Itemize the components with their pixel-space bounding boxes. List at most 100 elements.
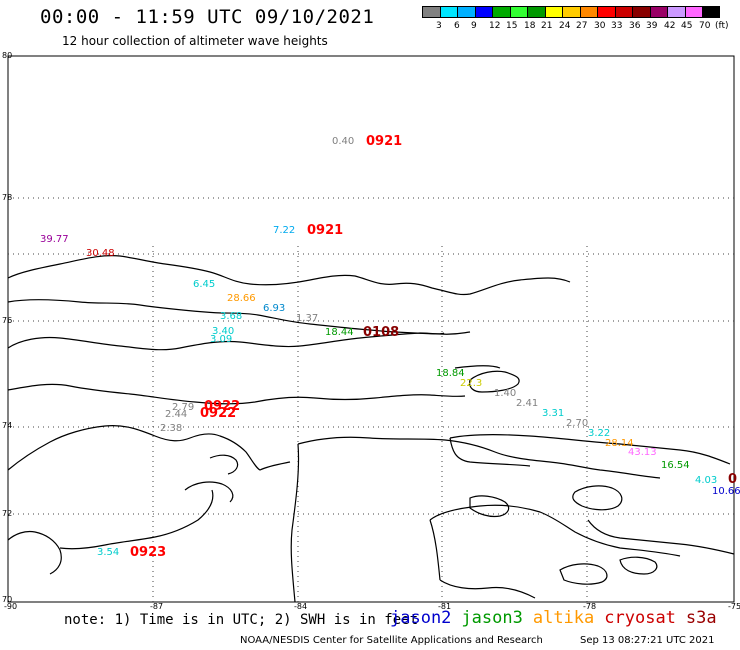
swh-observation: 7.22: [273, 225, 295, 236]
longitude-label: -81: [438, 602, 451, 610]
map-title: 00:00 - 11:59 UTC 09/10/2021: [40, 6, 375, 28]
latitude-labels: 80 78 76 74 72 70: [2, 51, 12, 604]
swh-observation: 16.54: [661, 460, 690, 471]
latitude-label: 72: [2, 509, 12, 518]
legend-swatch: [667, 6, 685, 18]
swh-observation: 3.68: [220, 311, 242, 322]
pass-time-label: 0: [728, 472, 737, 487]
swh-observation: 2.79: [172, 402, 194, 413]
footer-note: note: 1) Time is in UTC; 2) SWH is in fe…: [64, 612, 419, 628]
satellite-legend: jason2 jason3 altika cryosat s3a: [390, 608, 727, 628]
swh-observation: 43.13: [628, 447, 657, 458]
legend-swatch: [562, 6, 580, 18]
legend-swatch: [649, 6, 667, 18]
swh-observation: 0.40: [332, 136, 354, 147]
latitude-label: 78: [2, 193, 12, 202]
swh-observation: 18.84: [436, 368, 465, 379]
swh-observation: 30.48: [86, 248, 115, 259]
legend-swatch: [492, 6, 510, 18]
legend-swatch: [614, 6, 632, 18]
map-frame: [7, 55, 735, 603]
legend-swatch: [457, 6, 475, 18]
legend-tick-label: 6: [454, 21, 460, 31]
generation-timestamp: Sep 13 08:27:21 UTC 2021: [580, 635, 715, 646]
swh-observation: 3.54: [97, 547, 119, 558]
latitude-label: 74: [2, 421, 12, 430]
legend-tick-label: 33: [611, 21, 623, 31]
swh-observation: 2.44: [165, 409, 187, 420]
swh-observation: 6.93: [263, 303, 285, 314]
latitude-label: 76: [2, 316, 12, 325]
swh-observation: 28.14: [605, 438, 634, 449]
swh-observation: 2.38: [160, 423, 182, 434]
longitude-label: -84: [294, 602, 307, 610]
legend-swatch: [632, 6, 650, 18]
latitude-label: 70: [2, 595, 12, 604]
longitude-labels: -90 -87 -84 -81 -78 -75: [4, 602, 740, 610]
legend-tick-label: 36: [629, 21, 641, 31]
latitude-label: 80: [2, 51, 12, 60]
legend-swatch: [702, 6, 720, 18]
swh-observation: 39.77: [40, 234, 69, 245]
legend-tick-label: 30: [594, 21, 606, 31]
satellite-name: jason2: [390, 608, 452, 628]
color-scale-labels: 3 6 9 12 15 18 21 24 27 30 33 36 39 42 45 70 (ft): [422, 21, 740, 33]
pass-time-label: 0921: [307, 223, 343, 238]
legend-tick-label: 24: [559, 21, 571, 31]
satellite-name: altika: [532, 608, 595, 628]
swh-observation: 28.66: [227, 293, 256, 304]
swh-observation: 3.40: [212, 326, 234, 337]
credit-line: NOAA/NESDIS Center for Satellite Applica…: [240, 635, 543, 646]
observation-labels: 0.40 7.22 39.77 30.48 6.45 28.66 6.93 3.68 1.37 3…: [40, 136, 740, 558]
longitude-label: -78: [583, 602, 596, 610]
legend-tick-label: 15: [506, 21, 518, 31]
legend-tick-label: 39: [646, 21, 658, 31]
color-scale-legend: [422, 6, 720, 18]
legend-tick-label: 18: [524, 21, 536, 31]
swh-observation: 2.70: [566, 418, 588, 429]
swh-observation: 3.09: [210, 334, 232, 345]
swh-observation: 18.44: [325, 327, 354, 338]
longitude-label: -75: [728, 602, 740, 610]
legend-swatch: [527, 6, 545, 18]
pass-time-label: 0922: [200, 406, 236, 421]
legend-unit: (ft): [715, 21, 729, 31]
map-subtitle: 12 hour collection of altimeter wave hei…: [62, 34, 328, 48]
legend-swatch: [597, 6, 615, 18]
longitude-label: -87: [150, 602, 163, 610]
legend-swatch: [422, 6, 440, 18]
satellite-name: jason3: [461, 608, 523, 628]
legend-tick-label: 42: [664, 21, 676, 31]
longitude-label: -90: [4, 602, 17, 610]
legend-swatch: [579, 6, 597, 18]
legend-tick-label: 12: [489, 21, 501, 31]
swh-observation: 3.22: [588, 428, 610, 439]
legend-tick-label: 21: [541, 21, 553, 31]
graticule: [8, 197, 734, 602]
legend-swatch: [684, 6, 702, 18]
legend-swatch: [544, 6, 562, 18]
satellite-name: cryosat: [604, 608, 676, 628]
pass-time-label: 0922: [204, 399, 240, 414]
legend-swatch: [509, 6, 527, 18]
swh-observation: 3.31: [542, 408, 564, 419]
altimeter-map: 80 78 76 74 72 70 -90 -87 -84 -81 -78 -75 0.40 7.22…: [2, 51, 740, 610]
legend-tick-label: 27: [576, 21, 588, 31]
swh-observation: 6.45: [193, 279, 215, 290]
swh-observation: 2.41: [516, 398, 538, 409]
swh-observation: 1.37: [296, 313, 318, 324]
swh-observation: 22.3: [460, 378, 482, 389]
swh-observation: 10.66: [712, 486, 740, 497]
satellite-name: s3a: [685, 608, 717, 628]
pass-time-label: 0921: [366, 134, 402, 149]
swh-observation: 1.40: [494, 388, 516, 399]
legend-tick-label: 45: [681, 21, 693, 31]
legend-swatch: [474, 6, 492, 18]
legend-tick-label: 9: [471, 21, 477, 31]
legend-tick-label: 70: [699, 21, 711, 31]
pass-time-label: 0108: [363, 325, 399, 340]
legend-swatch: [439, 6, 457, 18]
coastlines: [7, 255, 735, 603]
